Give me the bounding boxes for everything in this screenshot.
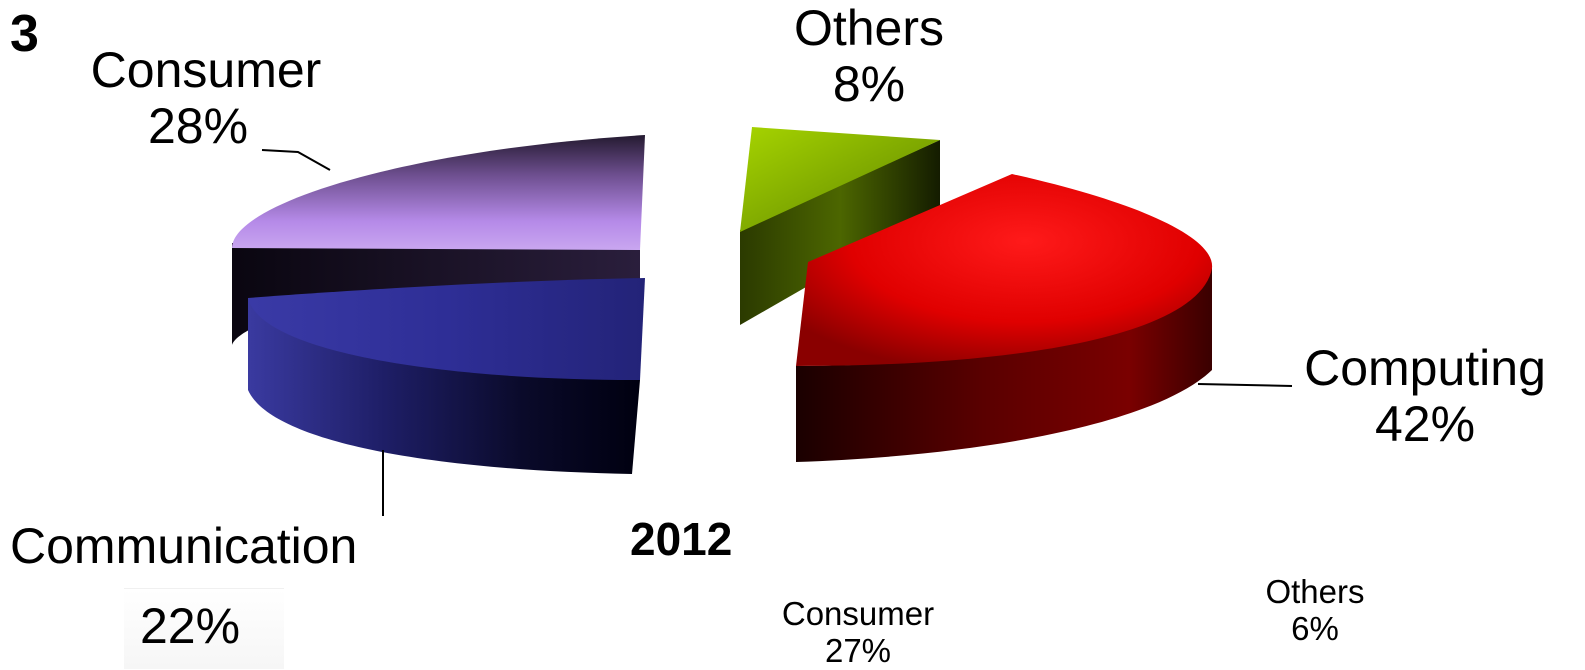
label-communication-pct: 22% bbox=[140, 598, 241, 654]
second-label-consumer-pct: 27% bbox=[824, 631, 892, 669]
slice-others[interactable] bbox=[740, 127, 940, 325]
leader-line-consumer bbox=[261, 149, 331, 171]
page-number-label: 3 bbox=[10, 5, 39, 63]
slice-consumer-top bbox=[232, 135, 645, 250]
label-computing-pct: 42% bbox=[1374, 396, 1476, 452]
slice-computing-top bbox=[796, 174, 1213, 366]
label-others: Others 8% bbox=[782, 0, 956, 112]
slice-consumer-side bbox=[232, 240, 640, 345]
label-consumer: Consumer 28% bbox=[78, 42, 334, 154]
slice-computing[interactable] bbox=[796, 174, 1213, 462]
leader-line-computing bbox=[1197, 383, 1293, 387]
second-label-others-name: Others bbox=[1265, 573, 1365, 610]
second-label-consumer: Consumer 27% bbox=[770, 595, 946, 670]
slice-others-top bbox=[740, 127, 940, 232]
slice-consumer[interactable] bbox=[232, 135, 645, 345]
label-consumer-pct: 28% bbox=[148, 98, 249, 154]
year-label: 2012 bbox=[630, 513, 733, 565]
second-label-others-pct: 6% bbox=[1291, 609, 1339, 647]
label-communication-name: Communication bbox=[10, 518, 358, 574]
label-consumer-name: Consumer bbox=[90, 42, 322, 98]
second-label-consumer-name: Consumer bbox=[781, 595, 935, 632]
label-computing-name: Computing bbox=[1304, 340, 1546, 396]
second-label-others: Others 6% bbox=[1250, 573, 1380, 648]
label-others-name: Others bbox=[793, 0, 945, 56]
slice-others-side bbox=[740, 140, 940, 325]
label-computing: Computing 42% bbox=[1292, 340, 1558, 452]
label-others-pct: 8% bbox=[832, 56, 906, 112]
label-communication-box bbox=[124, 588, 284, 669]
slice-communication-top bbox=[248, 278, 645, 380]
slice-communication[interactable] bbox=[248, 278, 645, 474]
slice-computing-side bbox=[796, 265, 1212, 462]
